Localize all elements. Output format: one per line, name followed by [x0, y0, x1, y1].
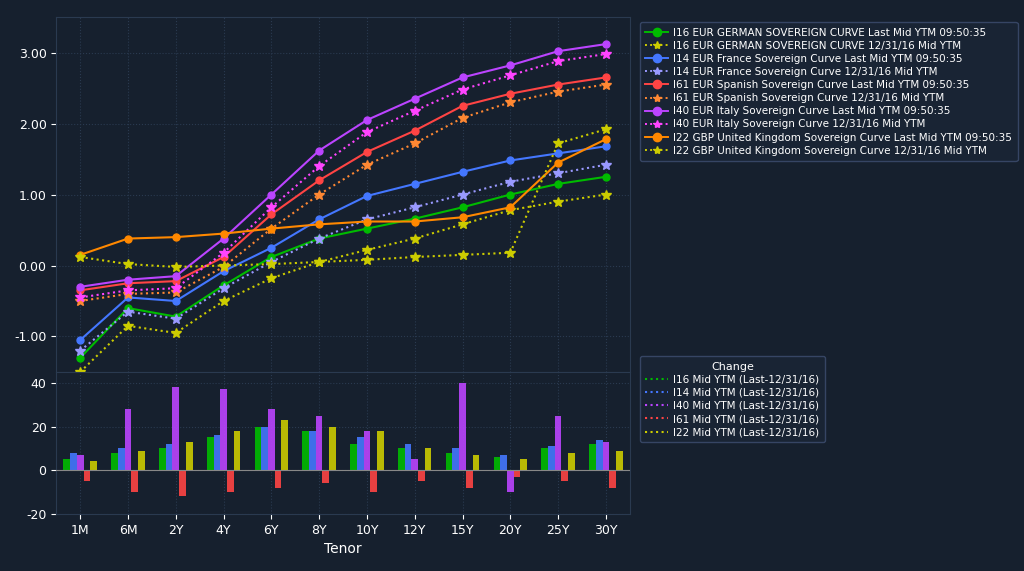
Bar: [404, 444, 412, 471]
Bar: [494, 457, 501, 471]
Bar: [309, 431, 315, 471]
Bar: [255, 427, 261, 471]
Bar: [453, 448, 459, 471]
Bar: [542, 448, 548, 471]
Bar: [615, 451, 623, 471]
Bar: [220, 389, 227, 471]
Bar: [302, 431, 309, 471]
Bar: [589, 444, 596, 471]
Bar: [561, 471, 568, 481]
Bar: [112, 453, 118, 471]
Bar: [214, 435, 220, 471]
Bar: [138, 451, 144, 471]
Bar: [90, 461, 97, 471]
Bar: [472, 455, 479, 471]
Bar: [555, 416, 561, 471]
Bar: [350, 444, 357, 471]
Bar: [77, 455, 84, 471]
Bar: [282, 420, 288, 471]
Bar: [602, 442, 609, 471]
Bar: [261, 427, 268, 471]
Bar: [548, 446, 555, 471]
Bar: [501, 455, 507, 471]
Bar: [125, 409, 131, 471]
Bar: [227, 471, 233, 492]
Bar: [425, 448, 431, 471]
Legend: I16 Mid YTM (Last-12/31/16), I14 Mid YTM (Last-12/31/16), I40 Mid YTM (Last-12/3: I16 Mid YTM (Last-12/31/16), I14 Mid YTM…: [640, 356, 824, 443]
Bar: [371, 471, 377, 492]
Bar: [398, 448, 404, 471]
Bar: [315, 416, 323, 471]
Bar: [514, 471, 520, 477]
Bar: [507, 471, 514, 492]
Bar: [159, 448, 166, 471]
Bar: [207, 437, 214, 471]
Bar: [172, 387, 179, 471]
Bar: [166, 444, 172, 471]
Bar: [357, 437, 364, 471]
Bar: [84, 471, 90, 481]
X-axis label: Tenor: Tenor: [325, 542, 361, 556]
Bar: [568, 453, 574, 471]
Bar: [520, 459, 527, 471]
Bar: [185, 442, 193, 471]
Bar: [596, 440, 602, 471]
Bar: [118, 448, 125, 471]
Bar: [274, 471, 282, 488]
Bar: [268, 409, 274, 471]
Bar: [364, 431, 371, 471]
Bar: [377, 431, 384, 471]
Bar: [71, 453, 77, 471]
Bar: [233, 431, 241, 471]
Bar: [466, 471, 472, 488]
Bar: [131, 471, 138, 492]
Legend: I16 EUR GERMAN SOVEREIGN CURVE Last Mid YTM 09:50:35, I16 EUR GERMAN SOVEREIGN C: I16 EUR GERMAN SOVEREIGN CURVE Last Mid …: [640, 22, 1018, 161]
Bar: [329, 427, 336, 471]
Bar: [609, 471, 615, 488]
Bar: [63, 459, 71, 471]
Bar: [418, 471, 425, 481]
Bar: [412, 459, 418, 471]
Bar: [445, 453, 453, 471]
Bar: [459, 383, 466, 471]
Bar: [179, 471, 185, 496]
Bar: [323, 471, 329, 483]
